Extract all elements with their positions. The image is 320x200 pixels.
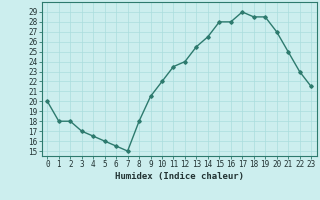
X-axis label: Humidex (Indice chaleur): Humidex (Indice chaleur)	[115, 172, 244, 181]
